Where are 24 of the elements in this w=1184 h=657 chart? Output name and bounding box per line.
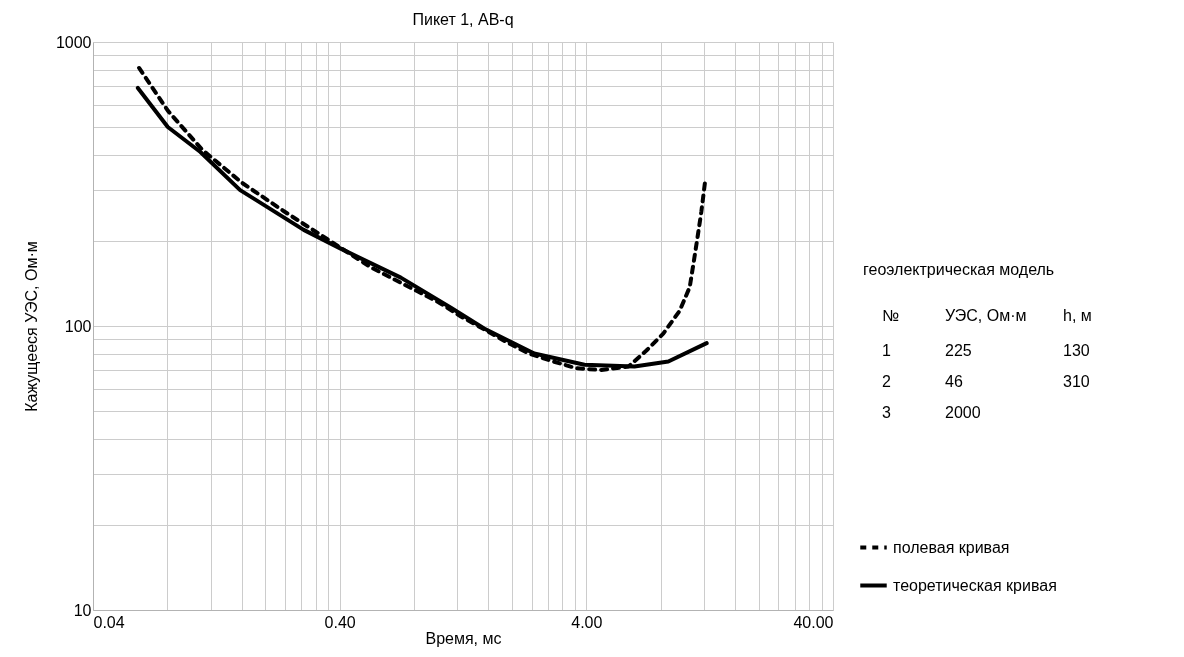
chart-title: Пикет 1, АВ-q — [412, 11, 514, 28]
text: 310 — [1063, 373, 1090, 390]
x-axis-title: Время, мс — [425, 629, 502, 647]
y-tick-label: 100 — [64, 317, 92, 335]
text: УЭС, Ом·м — [945, 307, 1027, 324]
text: геоэлектрическая модель — [863, 261, 1055, 278]
y-tick-label: 1000 — [55, 33, 92, 51]
x-tick-label: 4.00 — [571, 613, 603, 631]
legend-label: теоретическая кривая — [893, 576, 1057, 594]
text: h, м — [1063, 307, 1092, 324]
legend-label: полевая кривая — [893, 538, 1010, 556]
text: 130 — [1063, 342, 1090, 359]
y-axis-title: Кажущееся УЭС, Ом·м — [22, 241, 40, 412]
x-tick-label: 40.00 — [793, 613, 834, 631]
text: 46 — [945, 373, 963, 390]
text: 3 — [882, 404, 891, 421]
text: 2 — [882, 373, 891, 390]
text: 2000 — [945, 404, 981, 421]
x-tick-label: 0.04 — [93, 613, 125, 631]
y-tick-label: 10 — [73, 601, 92, 619]
text: 1 — [882, 342, 891, 359]
text: 225 — [945, 342, 972, 359]
text: № — [882, 307, 900, 324]
x-tick-label: 0.40 — [324, 613, 356, 631]
